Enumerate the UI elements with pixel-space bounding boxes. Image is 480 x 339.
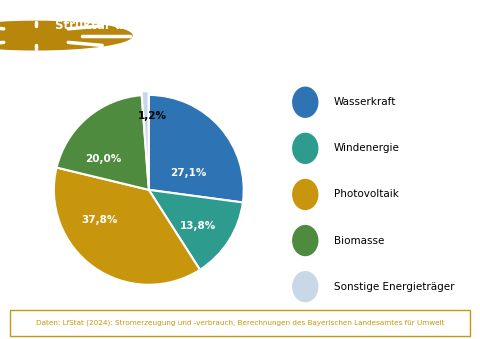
Circle shape xyxy=(293,179,318,210)
Text: 13,8%: 13,8% xyxy=(180,221,216,231)
Text: Sonstige Energieträger: Sonstige Energieträger xyxy=(334,282,455,292)
Text: 37,8%: 37,8% xyxy=(81,215,118,225)
Text: Wasserkraft: Wasserkraft xyxy=(334,97,396,107)
Circle shape xyxy=(293,87,318,117)
Circle shape xyxy=(0,12,194,59)
FancyBboxPatch shape xyxy=(10,310,470,336)
Text: Photovoltaik: Photovoltaik xyxy=(334,190,399,199)
Circle shape xyxy=(293,272,318,302)
Circle shape xyxy=(293,225,318,256)
Circle shape xyxy=(293,133,318,163)
Wedge shape xyxy=(142,91,149,186)
Circle shape xyxy=(0,21,132,50)
Text: Daten: LfStat (2024): Stromerzeugung und -verbrauch, Berechnungen des Bayerische: Daten: LfStat (2024): Stromerzeugung und… xyxy=(36,320,444,326)
Wedge shape xyxy=(54,167,200,285)
Text: Biomasse: Biomasse xyxy=(334,236,384,245)
Text: 20,0%: 20,0% xyxy=(85,155,121,164)
Wedge shape xyxy=(149,95,244,202)
Wedge shape xyxy=(149,190,243,270)
Text: 27,1%: 27,1% xyxy=(170,168,207,178)
Text: Windenergie: Windenergie xyxy=(334,143,400,153)
Wedge shape xyxy=(57,95,149,190)
Text: 1,2%: 1,2% xyxy=(138,111,167,121)
Text: Struktur der Bruttostromerzeugung aus erneuerbaren Energien
in Bayern 2023: Struktur der Bruttostromerzeugung aus er… xyxy=(55,19,478,49)
